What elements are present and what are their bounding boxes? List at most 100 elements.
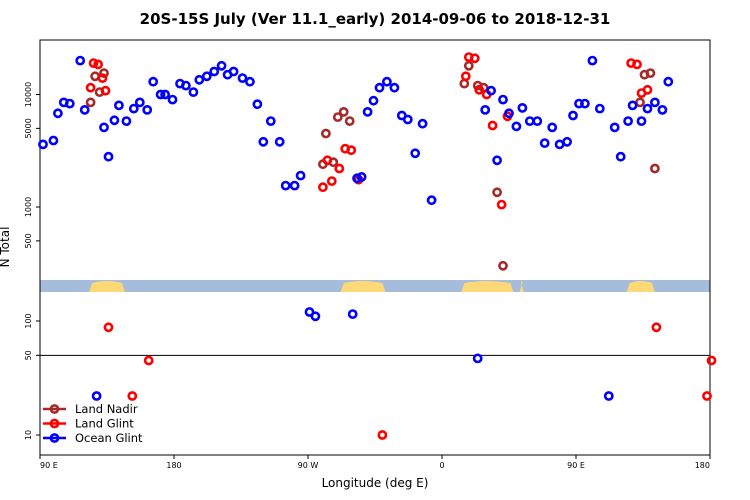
data-point <box>650 97 660 108</box>
data-point <box>310 311 321 322</box>
data-point <box>642 84 653 95</box>
land-segment <box>89 281 125 292</box>
data-point <box>650 163 660 174</box>
data-point <box>320 128 331 139</box>
data-point <box>368 95 379 106</box>
data-point <box>99 122 109 133</box>
data-point <box>472 353 483 364</box>
data-point <box>554 139 565 150</box>
y-axis: 500 1000 5000 10000 10 50 100 <box>24 82 40 440</box>
data-point <box>338 107 349 117</box>
data-point <box>143 355 154 366</box>
data-point <box>100 85 111 96</box>
data-point <box>642 103 653 114</box>
data-point <box>93 59 103 70</box>
data-point <box>103 322 114 333</box>
legend-swatch-marker <box>49 404 60 414</box>
data-point <box>377 430 388 440</box>
data-point <box>504 108 514 119</box>
data-point <box>498 260 508 271</box>
data-point <box>188 87 199 97</box>
data-point <box>486 85 496 96</box>
data-point <box>623 116 633 126</box>
data-point <box>216 60 227 71</box>
legend-swatch-marker <box>49 433 60 443</box>
data-point <box>91 391 102 401</box>
legend-entry: Land Glint <box>43 417 134 431</box>
x-tick-label: 180 <box>166 461 181 470</box>
data-point <box>79 105 90 115</box>
data-point <box>332 112 343 122</box>
plot-frame <box>39 39 711 456</box>
legend-label: Land Nadir <box>75 402 138 416</box>
y-tick-label: 50 <box>24 350 33 360</box>
land-segment <box>519 281 524 292</box>
data-point <box>160 89 170 100</box>
data-point <box>53 108 63 119</box>
data-point <box>85 97 96 108</box>
data-point <box>97 73 108 83</box>
data-point <box>498 94 508 105</box>
data-point <box>517 103 528 113</box>
x-tick-label: 90 E <box>567 461 585 470</box>
data-point <box>587 55 598 66</box>
data-point <box>346 145 357 156</box>
data-point <box>194 74 205 85</box>
data-point <box>580 98 590 109</box>
data-point <box>155 89 166 100</box>
data-point <box>75 55 86 66</box>
legend-label: Ocean Glint <box>75 431 143 445</box>
x-tick-label: 180 <box>695 461 710 470</box>
data-point <box>289 180 300 191</box>
data-point <box>114 100 124 111</box>
data-point <box>38 139 48 150</box>
data-point <box>265 116 276 126</box>
data-point <box>48 135 59 146</box>
data-point <box>85 82 96 93</box>
data-point <box>344 116 355 126</box>
y-axis-label: N Total <box>0 227 12 268</box>
data-point <box>88 58 99 68</box>
y-tick-label: 500 <box>24 233 33 248</box>
y-tick-label: 5000 <box>24 118 33 138</box>
data-point <box>496 199 507 210</box>
data-point <box>128 103 139 114</box>
land-segment <box>340 281 386 292</box>
data-point <box>134 97 145 108</box>
data-point <box>524 116 535 126</box>
data-point <box>334 163 345 174</box>
legend-swatch-marker <box>49 418 60 429</box>
y-tick-label: 100 <box>24 313 33 328</box>
legend-entry: Ocean Glint <box>43 431 143 445</box>
chart-title: 20S-15S July (Ver 11.1_early) 2014-09-06… <box>140 10 611 28</box>
x-tick-label: 0 <box>439 461 444 470</box>
x-axis: 90 E 180 90 W 0 90 E 180 <box>39 455 711 470</box>
data-point <box>417 118 428 129</box>
data-point <box>347 309 358 319</box>
data-point <box>274 136 285 147</box>
data-point <box>237 73 248 83</box>
data-point <box>356 171 367 182</box>
data-point <box>127 391 138 401</box>
data-point <box>317 182 328 193</box>
data-point <box>574 98 584 109</box>
data-point <box>402 114 413 125</box>
land-segment <box>461 281 514 292</box>
data-point <box>228 66 239 77</box>
data-point <box>410 148 421 159</box>
data-point <box>603 391 614 401</box>
data-point <box>645 68 656 78</box>
data-point <box>326 176 337 186</box>
data-point <box>109 115 120 126</box>
data-point <box>480 105 491 115</box>
data-point <box>702 391 712 401</box>
data-point <box>148 76 159 87</box>
data-point <box>389 82 400 93</box>
x-tick-label: 90 E <box>40 461 58 470</box>
data-point <box>609 122 620 133</box>
data-point <box>632 59 642 70</box>
data-point <box>636 116 647 126</box>
data-point <box>352 173 362 184</box>
data-point <box>201 71 212 82</box>
